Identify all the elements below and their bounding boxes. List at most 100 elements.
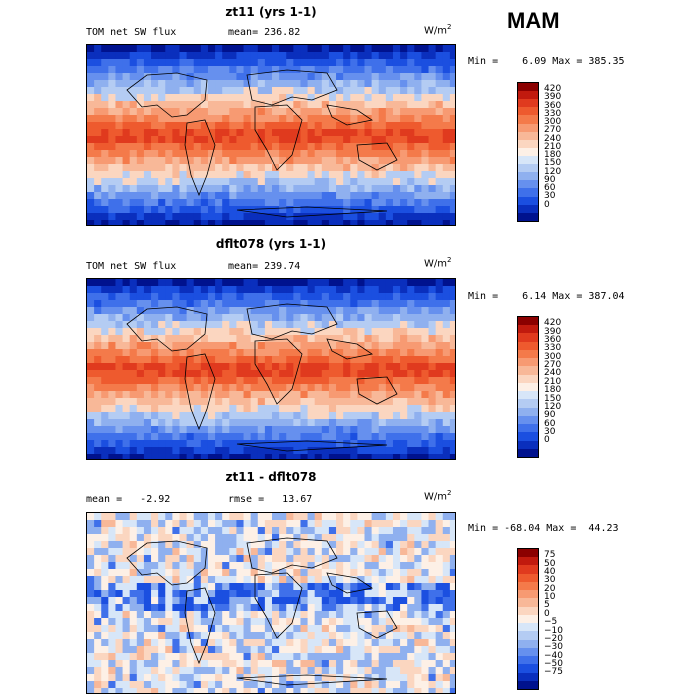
colorbar-swatch [518, 358, 538, 367]
colorbar-swatch [518, 631, 538, 640]
colorbar-swatch [518, 147, 538, 156]
colorbar-swatch [518, 374, 538, 383]
colorbar-swatch [518, 139, 538, 148]
colorbar-swatch [518, 366, 538, 375]
colorbar-tick-label: 270 [544, 125, 562, 136]
colorbar-swatch [518, 672, 538, 681]
colorbar-tick-label: 180 [544, 385, 562, 396]
colorbar-swatch [518, 415, 538, 425]
colorbar-swatch [518, 399, 538, 408]
panel-3-units: W/m2 [424, 489, 452, 503]
panel-2-minmax: Min = 6.14 Max = 387.04 [468, 291, 625, 302]
colorbar-tick-label: 360 [544, 100, 562, 111]
panel-1-mean-label: mean= 236.82 [228, 27, 301, 38]
panel-1-title: zt11 (yrs 1-1) [225, 5, 317, 19]
colorbar-tick-label: 5 [544, 600, 550, 611]
panel-3-title: zt11 - dflt078 [225, 470, 317, 484]
colorbar-swatch [518, 391, 538, 400]
colorbar-swatch [518, 123, 538, 132]
colorbar-tick-label: 240 [544, 133, 562, 144]
colorbar-swatch [518, 448, 538, 457]
colorbar-swatch [518, 317, 538, 326]
colorbar-swatch [518, 99, 538, 108]
colorbar-tick-label: −40 [544, 650, 563, 661]
colorbar-tick-label: 120 [544, 401, 562, 412]
colorbar-tick-label: 420 [544, 84, 562, 95]
colorbar-swatch [518, 407, 538, 416]
colorbar-tick-label: 210 [544, 376, 562, 387]
colorbar-swatch [518, 196, 538, 205]
colorbar-swatch [518, 598, 538, 607]
panel-2-map [86, 278, 456, 460]
colorbar-tick-label: 270 [544, 360, 562, 371]
colorbar-swatch [518, 325, 538, 334]
colorbar-swatch [518, 680, 538, 689]
colorbar-tick-label: 40 [544, 567, 556, 578]
colorbar-swatch [518, 573, 538, 582]
panel-1-map [86, 44, 456, 226]
panel-3-colorbar [517, 548, 539, 690]
colorbar-tick-label: 330 [544, 343, 562, 354]
colorbar-tick-label: 30 [544, 191, 556, 202]
colorbar-tick-label: 150 [544, 393, 562, 404]
colorbar-swatch [518, 606, 538, 615]
colorbar-tick-label: 120 [544, 166, 562, 177]
colorbar-tick-label: 390 [544, 326, 562, 337]
colorbar-tick-label: 30 [544, 575, 556, 586]
colorbar-swatch [518, 664, 538, 673]
colorbar-swatch [518, 432, 538, 441]
colorbar-swatch [518, 91, 538, 100]
colorbar-swatch [518, 382, 538, 392]
colorbar-swatch [518, 557, 538, 566]
colorbar-swatch [518, 131, 538, 140]
panel-1-minmax: Min = 6.09 Max = 385.35 [468, 56, 625, 67]
season-title: MAM [507, 8, 560, 33]
colorbar-swatch [518, 188, 538, 197]
colorbar-tick-label: 60 [544, 418, 556, 429]
panel-2-units: W/m2 [424, 256, 452, 270]
colorbar-tick-label: 60 [544, 183, 556, 194]
colorbar-tick-label: 90 [544, 174, 556, 185]
panel-3-mean-label: mean = -2.92 [86, 494, 171, 505]
colorbar-tick-label: 240 [544, 368, 562, 379]
colorbar-swatch [518, 424, 538, 433]
panel-1-colorbar [517, 82, 539, 222]
colorbar-swatch [518, 204, 538, 213]
colorbar-tick-label: 420 [544, 318, 562, 329]
colorbar-tick-label: −5 [544, 617, 558, 628]
panel-1-variable-label: TOM net SW flux [86, 27, 177, 38]
colorbar-swatch [518, 565, 538, 574]
colorbar-swatch [518, 656, 538, 665]
colorbar-tick-label: −10 [544, 625, 563, 636]
colorbar-swatch [518, 341, 538, 350]
colorbar-tick-label: −50 [544, 658, 563, 669]
colorbar-tick-label: 390 [544, 92, 562, 103]
panel-3-rmse-label: rmse = 13.67 [228, 494, 313, 505]
colorbar-tick-label: 0 [544, 435, 550, 446]
colorbar-swatch [518, 83, 538, 92]
colorbar-swatch [518, 115, 538, 124]
colorbar-tick-label: 300 [544, 117, 562, 128]
colorbar-swatch [518, 172, 538, 181]
colorbar-swatch [518, 647, 538, 657]
panel-3-map [86, 512, 456, 694]
colorbar-tick-label: 10 [544, 592, 556, 603]
colorbar-swatch [518, 155, 538, 165]
colorbar-tick-label: 180 [544, 150, 562, 161]
panel-1-units: W/m2 [424, 23, 452, 37]
colorbar-swatch [518, 180, 538, 189]
colorbar-tick-label: 90 [544, 410, 556, 421]
colorbar-tick-label: 20 [544, 583, 556, 594]
colorbar-swatch [518, 549, 538, 558]
colorbar-tick-label: −30 [544, 642, 563, 653]
colorbar-tick-label: −75 [544, 667, 563, 678]
colorbar-tick-label: −20 [544, 633, 563, 644]
colorbar-swatch [518, 212, 538, 221]
panel-3-minmax: Min = -68.04 Max = 44.23 [468, 523, 619, 534]
panel-2-title: dflt078 (yrs 1-1) [215, 237, 327, 251]
colorbar-tick-label: 360 [544, 335, 562, 346]
colorbar-tick-label: 330 [544, 108, 562, 119]
panel-2-mean-label: mean= 239.74 [228, 261, 301, 272]
colorbar-tick-label: 300 [544, 351, 562, 362]
colorbar-tick-label: 0 [544, 608, 550, 619]
